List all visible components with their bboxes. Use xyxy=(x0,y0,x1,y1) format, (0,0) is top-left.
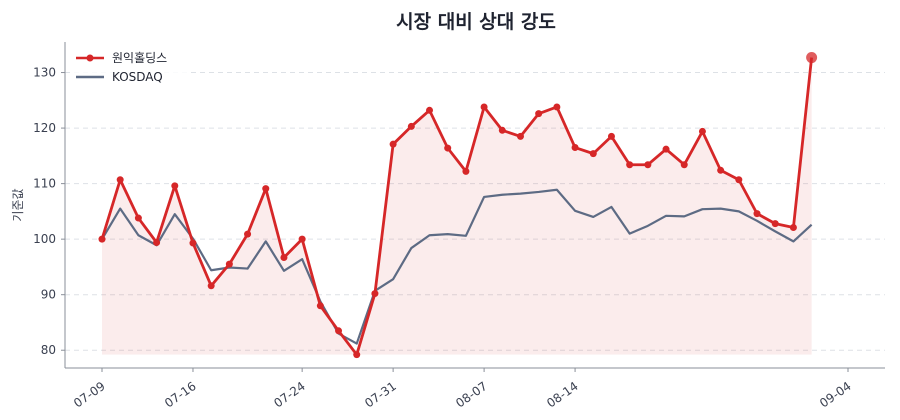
x-tick-label-07-09: 07-09 xyxy=(71,379,108,410)
point-series-0-14 xyxy=(353,351,361,359)
point-series-0-1 xyxy=(116,176,124,184)
point-series-0-23 xyxy=(516,132,524,140)
legend-label-series-0: 원익홀딩스 xyxy=(112,51,167,65)
y-axis-label: 기준값 xyxy=(11,188,25,221)
legend-marker-series-0 xyxy=(86,54,94,62)
y-ticks: 80 90 100 110 120 130 xyxy=(33,66,65,357)
point-series-0-10 xyxy=(280,253,288,261)
point-series-0-19 xyxy=(444,144,452,152)
point-series-0-24 xyxy=(535,110,543,118)
point-series-0-34 xyxy=(717,166,725,174)
point-series-0-33 xyxy=(698,127,706,135)
point-series-0-26 xyxy=(571,144,579,152)
grid xyxy=(65,72,885,351)
point-series-0-22 xyxy=(498,126,506,134)
point-series-0-21 xyxy=(480,103,488,111)
area-fill xyxy=(102,57,812,355)
x-tick-label-07-16: 07-16 xyxy=(162,379,199,410)
area-fill-series-0 xyxy=(102,57,812,355)
point-series-0-25 xyxy=(553,103,561,111)
point-series-0-28 xyxy=(607,132,615,140)
point-series-0-12 xyxy=(316,302,324,310)
point-series-0-29 xyxy=(626,161,634,169)
point-series-0-4 xyxy=(171,182,179,190)
point-series-0-18 xyxy=(426,106,434,114)
x-tick-label-08-07: 08-07 xyxy=(453,379,490,410)
y-tick-label-120: 120 xyxy=(33,121,56,135)
point-series-0-30 xyxy=(644,161,652,169)
point-series-0-9 xyxy=(262,185,270,193)
axes xyxy=(64,42,885,369)
point-series-0-8 xyxy=(244,230,252,238)
point-series-0-3 xyxy=(153,238,161,246)
point-series-0-36 xyxy=(753,210,761,218)
chart-title: 시장 대비 상대 강도 xyxy=(396,11,556,33)
y-tick-label-130: 130 xyxy=(33,66,56,80)
series xyxy=(98,52,818,359)
point-series-0-37 xyxy=(771,220,779,228)
x-tick-label-09-04: 09-04 xyxy=(817,379,854,410)
point-series-0-39 xyxy=(806,52,818,64)
x-tick-label-07-31: 07-31 xyxy=(362,379,399,410)
legend-box xyxy=(70,44,188,90)
y-tick-label-100: 100 xyxy=(33,232,56,246)
point-series-0-27 xyxy=(589,150,597,158)
series-line-0 xyxy=(100,57,814,357)
point-series-0-0 xyxy=(98,235,106,243)
point-series-0-2 xyxy=(134,214,142,222)
point-series-0-13 xyxy=(335,327,343,335)
series-line-1 xyxy=(101,188,813,345)
y-tick-label-110: 110 xyxy=(33,177,56,191)
point-series-0-7 xyxy=(225,260,233,268)
point-series-0-16 xyxy=(389,140,397,148)
x-tick-label-07-24: 07-24 xyxy=(271,379,308,410)
point-series-0-15 xyxy=(371,290,379,298)
point-series-0-5 xyxy=(189,239,197,247)
point-series-0-31 xyxy=(662,145,670,153)
x-ticks: 07-09 07-16 07-24 07-31 08-07 08-14 09-04 xyxy=(71,368,854,410)
point-series-0-20 xyxy=(462,167,470,175)
point-series-0-32 xyxy=(680,161,688,169)
point-series-0-6 xyxy=(207,282,215,290)
legend: 원익홀딩스 KOSDAQ xyxy=(70,44,188,90)
y-tick-label-90: 90 xyxy=(41,288,56,302)
point-series-0-11 xyxy=(298,235,306,243)
point-series-0-38 xyxy=(789,223,797,231)
point-series-0-35 xyxy=(735,176,743,184)
y-tick-label-80: 80 xyxy=(41,343,56,357)
legend-label-series-1: KOSDAQ xyxy=(112,70,163,84)
x-tick-label-08-14: 08-14 xyxy=(544,379,581,410)
point-series-0-17 xyxy=(407,122,415,130)
